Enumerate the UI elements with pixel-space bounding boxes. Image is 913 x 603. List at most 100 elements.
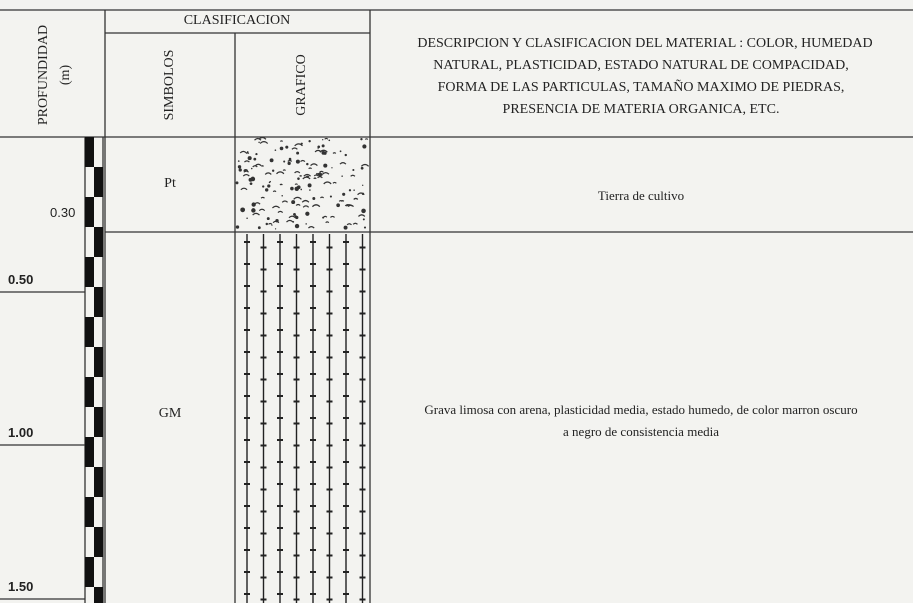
pt-speck: [277, 210, 284, 213]
pt-speck: [309, 189, 311, 191]
pt-speck: [297, 177, 300, 180]
pt-speck: [357, 214, 366, 217]
layer-description: a negro de consistencia media: [563, 424, 719, 439]
strip-block: [94, 347, 103, 377]
pt-speck: [299, 175, 303, 177]
layer-symbol: Pt: [164, 176, 176, 191]
pt-speck: [272, 220, 280, 224]
pt-speck: [360, 166, 364, 170]
pt-speck: [294, 171, 301, 174]
pt-speck: [329, 195, 333, 198]
pt-speck: [353, 189, 355, 191]
pt-speck: [243, 170, 250, 173]
pt-speck: [321, 144, 325, 148]
pt-speck: [283, 160, 286, 163]
pt-speck: [267, 184, 271, 188]
pt-speck: [308, 167, 313, 170]
pt-speck: [258, 208, 266, 212]
pt-speck: [320, 196, 325, 199]
pt-speck: [307, 226, 315, 229]
pt-speck: [254, 202, 261, 205]
strip-block: [94, 527, 103, 557]
pt-speck: [332, 152, 337, 154]
pt-speck: [324, 137, 329, 140]
strip-block: [85, 377, 94, 407]
strip-block: [94, 167, 103, 197]
description-header: NATURAL, PLASTICIDAD, ESTADO NATURAL DE …: [433, 58, 849, 73]
pt-speck: [252, 165, 258, 168]
pt-speck: [352, 222, 358, 225]
strip-block: [85, 257, 94, 287]
pt-speck: [339, 150, 342, 153]
pt-speck: [308, 139, 311, 143]
pt-speck: [279, 146, 284, 151]
pt-speck: [237, 160, 240, 162]
pt-speck: [240, 207, 246, 213]
pt-speck: [353, 197, 359, 200]
pt-speck: [330, 215, 335, 218]
pt-speck: [340, 200, 345, 202]
pt-speck: [239, 150, 247, 154]
pt-speck: [352, 168, 355, 172]
pt-speck: [291, 147, 298, 150]
pt-speck: [362, 218, 365, 221]
pt-speck: [294, 183, 298, 186]
pt-speck: [361, 208, 366, 214]
pt-speck: [248, 177, 253, 182]
pt-speck: [313, 177, 317, 180]
depth-strip: [85, 137, 103, 603]
strip-block: [85, 317, 94, 347]
strip-block: [85, 497, 94, 527]
pt-speck: [254, 163, 262, 167]
pt-speck: [251, 208, 256, 213]
strip-block: [85, 557, 94, 587]
strip-block: [94, 287, 103, 317]
pt-speck: [361, 192, 365, 196]
pt-speck: [285, 145, 289, 149]
pt-speck: [303, 173, 312, 177]
pt-speck: [279, 140, 284, 142]
pt-speck: [271, 224, 273, 226]
pt-speck: [342, 192, 346, 196]
pt-speck: [281, 200, 289, 203]
pt-speck: [307, 183, 312, 188]
pt-speck: [246, 217, 248, 220]
pt-speck: [300, 188, 303, 191]
symbols-header: SIMBOLOS: [162, 49, 177, 121]
pt-speck: [363, 226, 367, 229]
pt-speck: [259, 141, 269, 144]
pt-speck: [268, 222, 273, 225]
pt-speck: [362, 144, 367, 149]
pt-speck: [258, 141, 260, 144]
pt-speck: [252, 212, 260, 216]
pt-speck: [364, 138, 369, 140]
pt-speck: [264, 188, 269, 192]
depth-mark: 0.50: [8, 272, 34, 287]
pt-speck: [245, 152, 250, 154]
pt-speck: [276, 171, 285, 175]
pt-speck: [325, 221, 330, 224]
pt-speck: [260, 196, 265, 199]
description-header: PRESENCIA DE MATERIA ORGANICA, ETC.: [502, 102, 780, 117]
pt-speck: [249, 182, 253, 186]
pt-speck: [323, 215, 328, 218]
pt-speck: [237, 165, 242, 169]
pt-speck: [339, 162, 347, 165]
pt-speck: [281, 194, 283, 197]
pt-speck: [247, 156, 252, 161]
pt-speck: [296, 185, 301, 190]
strip-block: [94, 467, 103, 497]
pt-speck: [240, 187, 248, 191]
pt-speck: [322, 216, 325, 219]
pt-speck: [271, 205, 280, 209]
graphic-header: GRAFICO: [294, 54, 309, 116]
strip-block: [85, 197, 94, 227]
pt-speck: [282, 169, 286, 171]
pt-speck: [290, 186, 294, 191]
pt-speck: [235, 225, 240, 229]
pt-speck: [305, 211, 310, 216]
pt-speck: [302, 176, 311, 180]
pt-speck: [257, 226, 261, 230]
classification-header: CLASIFICACION: [183, 13, 291, 28]
